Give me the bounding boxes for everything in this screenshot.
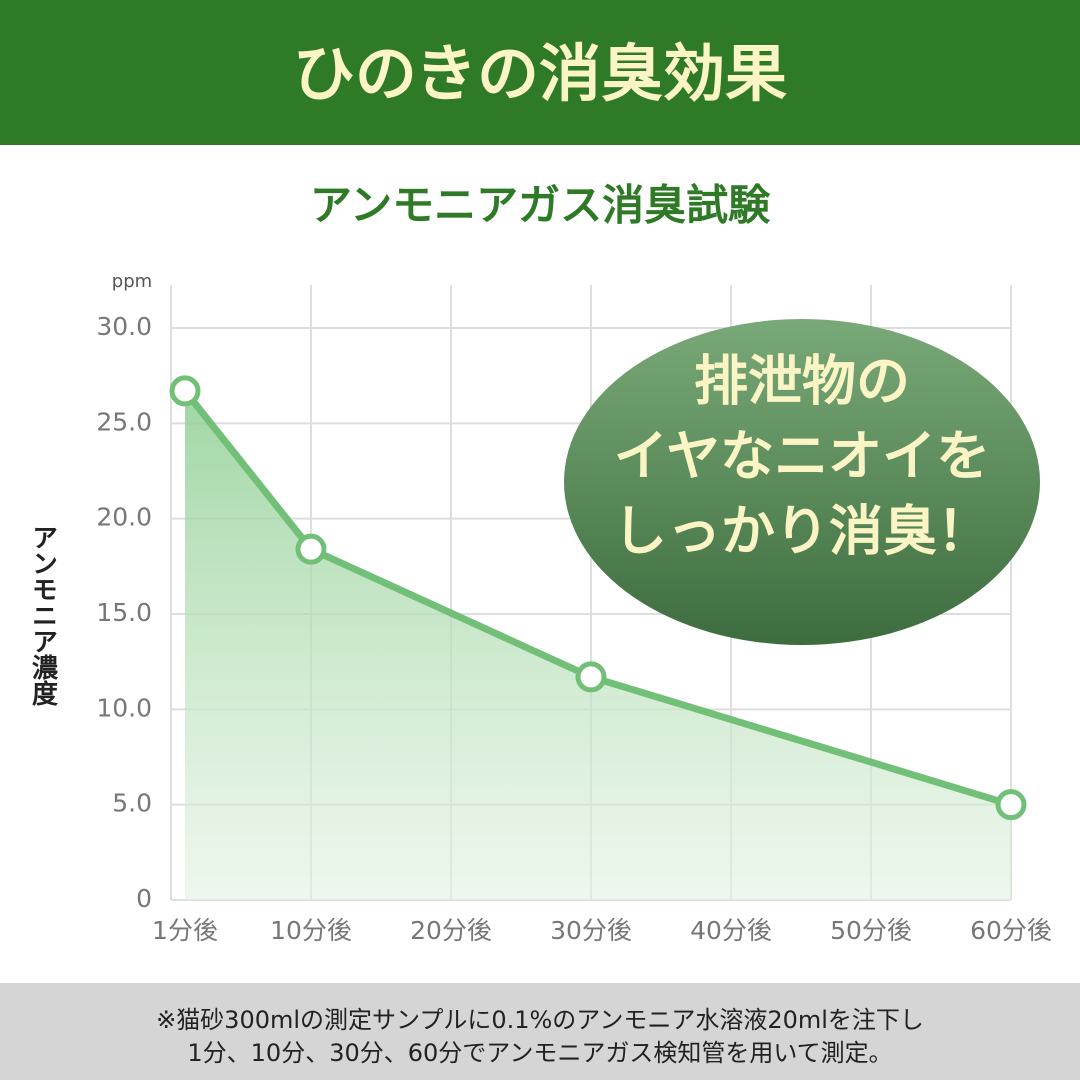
y-tick-label: 20.0 [96,503,152,532]
callout-line: 排泄物の [694,350,910,413]
marker [295,533,327,565]
x-tick-label: 60分後 [970,916,1052,945]
marker [995,789,1027,821]
y-tick-label: 10.0 [96,693,152,722]
note-line: 1分、10分、30分、60分でアンモニアガス検知管を用いて測定。 [187,1039,892,1067]
y-tick-label: 30.0 [96,312,152,341]
x-tick-label: 50分後 [830,916,912,945]
callout-line: しっかり消臭！ [613,500,991,563]
y-tick-label: 15.0 [96,598,152,627]
callout-bubble [564,319,1040,645]
marker [575,661,607,693]
plot: 0 5.0 10.0 15.0 20.0 25.0 30.0 1分後 10分後 20分後 30分後 4… [96,285,1052,945]
y-tick-label: 0 [136,884,152,913]
x-tick-label: 30分後 [550,916,632,945]
subtitle: アンモニアガス消臭試験 [310,181,771,230]
x-tick-label: 10分後 [270,916,352,945]
footer-band [0,983,1080,1080]
y-tick-label: 5.0 [112,789,152,818]
title: ひのきの消臭効果 [293,37,787,110]
note-line: ※猫砂300mlの測定サンプルに0.1%のアンモニア水溶液20mlを注下し [156,1006,924,1034]
x-tick-label: 40分後 [690,916,772,945]
callout-line: イヤなニオイを [614,425,990,488]
header-band [0,0,1080,145]
area [185,390,1011,900]
line [182,388,1013,809]
y-unit: ppm [112,271,152,292]
x-tick-label: 1分後 [152,916,218,945]
marker [169,375,201,407]
y-tick-label: 25.0 [96,407,152,436]
x-tick-label: 20分後 [410,916,492,945]
y-axis-label: アンモニア濃度 [28,524,58,707]
